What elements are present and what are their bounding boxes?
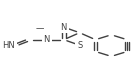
Text: —: — [36, 24, 44, 33]
Text: N: N [61, 23, 67, 32]
Text: S: S [77, 41, 82, 50]
Text: N: N [44, 35, 50, 44]
Text: HN: HN [2, 41, 15, 50]
